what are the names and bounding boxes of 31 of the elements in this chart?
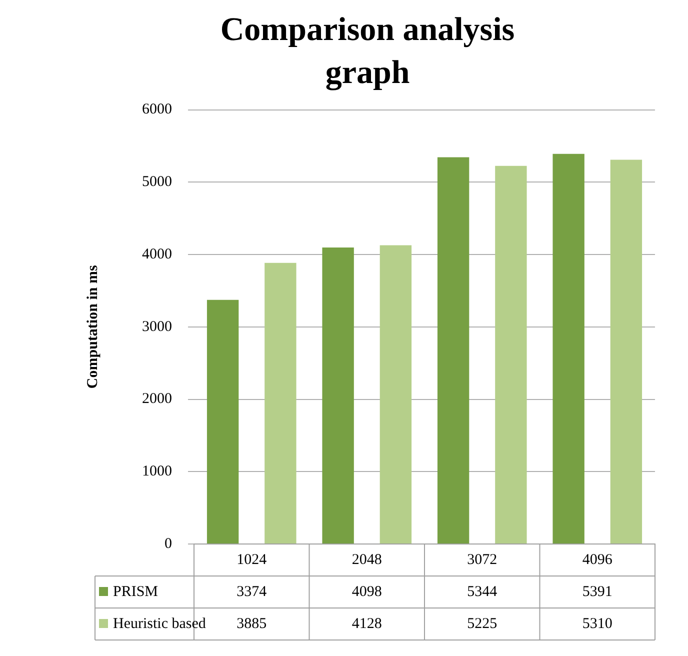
- y-tick-label: 0: [164, 536, 172, 552]
- data-label: 4128: [352, 616, 382, 632]
- legend-label: PRISM: [113, 584, 158, 600]
- bar: [206, 300, 239, 544]
- bar: [610, 160, 642, 544]
- y-tick-label: 3000: [142, 318, 172, 335]
- y-tick-label: 5000: [142, 174, 172, 190]
- data-label: 4098: [352, 584, 382, 600]
- bar: [437, 157, 470, 544]
- y-tick-label: 6000: [142, 102, 172, 118]
- y-axis-title: Computation in ms: [84, 265, 101, 389]
- bar: [495, 166, 527, 544]
- bar: [322, 247, 354, 544]
- legend-label: Heuristic based: [113, 616, 206, 632]
- x-tick-label: 3072: [467, 552, 498, 568]
- data-label: 5225: [467, 616, 498, 632]
- x-tick-label: 4096: [582, 552, 613, 568]
- data-label: 5310: [582, 616, 612, 632]
- y-tick-label: 1000: [142, 464, 172, 480]
- bar: [552, 154, 584, 544]
- y-tick-label: 4000: [142, 246, 172, 262]
- y-tick-label: 2000: [142, 391, 172, 408]
- chart-title: Comparison analysis graph: [220, 12, 515, 91]
- data-label: 5391: [582, 584, 612, 600]
- x-tick-label: 1024: [236, 552, 268, 568]
- x-tick-label: 2048: [352, 552, 382, 568]
- data-label: 3374: [236, 584, 268, 600]
- bar: [264, 262, 296, 544]
- data-label: 5344: [467, 584, 498, 600]
- bar: [380, 245, 412, 544]
- data-label: 3885: [236, 616, 267, 632]
